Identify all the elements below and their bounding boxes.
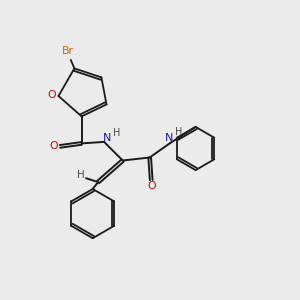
Text: O: O <box>50 141 58 152</box>
Text: H: H <box>175 127 182 137</box>
Text: O: O <box>48 90 56 100</box>
Text: O: O <box>148 181 156 191</box>
Text: Br: Br <box>61 46 74 56</box>
Text: H: H <box>113 128 120 138</box>
Text: H: H <box>77 170 85 181</box>
Text: N: N <box>165 133 174 143</box>
Text: N: N <box>103 133 111 143</box>
